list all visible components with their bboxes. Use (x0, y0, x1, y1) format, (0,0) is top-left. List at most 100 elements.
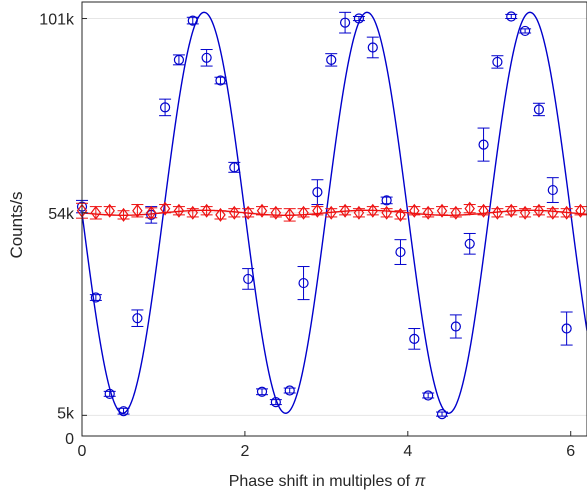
x-tick-label: 2 (240, 443, 249, 460)
data-point-diamond (297, 205, 310, 220)
marker-diamond (215, 207, 226, 222)
marker-diamond (353, 205, 365, 220)
marker-diamond (575, 203, 586, 218)
marker-diamond (478, 203, 489, 218)
data-point-circle (366, 36, 379, 59)
marker-circle (326, 54, 337, 65)
data-point-diamond (491, 205, 504, 220)
marker-diamond (173, 203, 185, 218)
data-point-circle (200, 49, 213, 67)
data-point-diamond (574, 203, 587, 218)
marker-circle (104, 388, 115, 399)
data-point-diamond (242, 205, 255, 220)
marker-diamond (436, 203, 448, 218)
data-point-diamond (256, 203, 269, 218)
marker-diamond (256, 203, 268, 218)
marker-diamond (118, 207, 129, 222)
data-point-diamond (186, 205, 199, 220)
marker-circle (118, 406, 129, 417)
data-point-diamond (352, 205, 365, 220)
marker-diamond (312, 203, 323, 218)
marker-diamond (298, 205, 309, 220)
data-point-diamond (172, 203, 185, 218)
data-point-diamond (311, 203, 324, 218)
data-point-diamond (463, 201, 476, 216)
x-axis-label: Phase shift in multiples of π (229, 473, 426, 490)
x-tick-label: 0 (78, 443, 87, 460)
data-point-circle (117, 406, 130, 417)
marker-circle (90, 292, 101, 303)
data-point-circle (380, 195, 393, 206)
y-axis-ticks: 0 5k 54k 101k (39, 12, 87, 448)
data-point-circle (325, 53, 338, 67)
data-point-circle (560, 311, 573, 346)
data-point-diamond (449, 205, 462, 220)
marker-diamond (409, 203, 420, 218)
marker-circle (201, 52, 212, 63)
marker-circle (339, 17, 351, 28)
marker-circle (159, 102, 171, 113)
y-tick-label: 0 (65, 431, 74, 448)
data-point-circle (228, 161, 241, 173)
plot-frame (81, 1, 587, 437)
data-point-circle (422, 390, 435, 401)
data-point-circle (519, 25, 532, 37)
marker-diamond (506, 203, 517, 218)
data-point-diamond (103, 203, 116, 218)
data-point-diamond (200, 203, 213, 218)
data-point-circle (242, 268, 255, 290)
data-point-diamond (422, 205, 435, 220)
data-point-diamond (131, 203, 144, 218)
data-point-diamond (477, 203, 490, 218)
marker-circle (256, 386, 268, 397)
data-point-diamond (436, 203, 449, 218)
marker-diamond (229, 205, 240, 220)
marker-circle (312, 187, 323, 198)
data-point-diamond (339, 203, 352, 218)
data-point-diamond (145, 205, 158, 220)
marker-diamond (270, 205, 282, 220)
marker-diamond (284, 207, 295, 222)
data-point-diamond (380, 205, 393, 220)
data-point-diamond (159, 201, 172, 216)
marker-diamond (242, 205, 254, 220)
marker-diamond (519, 205, 531, 220)
marker-circle (381, 195, 392, 206)
data-point-diamond (505, 203, 518, 218)
data-point-circle (172, 54, 185, 66)
marker-diamond (132, 203, 143, 218)
marker-diamond (422, 205, 434, 220)
data-point-diamond (394, 207, 407, 222)
marker-diamond (325, 205, 337, 220)
marker-diamond (395, 207, 406, 222)
data-point-circle (297, 266, 310, 301)
marker-circle (284, 385, 295, 396)
marker-diamond (533, 203, 545, 218)
x-tick-label: 6 (566, 443, 575, 460)
marker-diamond (464, 201, 475, 216)
data-point-diamond (325, 205, 338, 220)
marker-circle (423, 390, 434, 401)
marker-circle (298, 277, 309, 289)
marker-circle (409, 333, 420, 344)
marker-circle (353, 13, 365, 24)
marker-diamond (159, 201, 171, 216)
data-point-diamond (214, 207, 227, 222)
marker-circle (173, 54, 185, 65)
x-axis-label-symbol: π (415, 473, 426, 490)
data-point-circle (159, 98, 172, 117)
marker-circle (243, 273, 254, 285)
x-axis-ticks: 0 2 4 6 (78, 431, 575, 460)
marker-circle (270, 397, 281, 408)
data-point-circle (532, 102, 545, 117)
data-point-diamond (228, 205, 241, 220)
marker-circle (561, 323, 572, 334)
data-point-circle (449, 314, 462, 339)
marker-diamond (339, 203, 351, 218)
data-point-circle (477, 127, 490, 162)
data-point-circle (463, 232, 476, 255)
data-point-circle (394, 239, 407, 265)
fit-curve-blue-group (81, 11, 587, 414)
marker-circle (533, 104, 545, 115)
